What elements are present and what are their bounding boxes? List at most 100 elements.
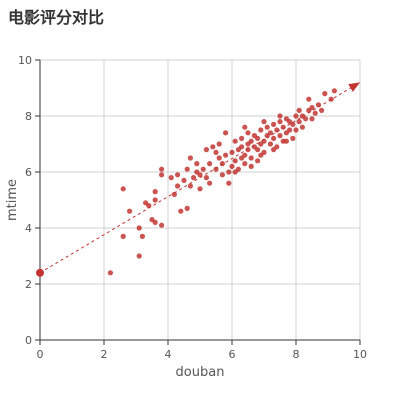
data-point [213,166,219,172]
data-point [303,116,309,122]
data-point [309,105,315,111]
data-point [287,127,293,133]
data-point [226,169,232,175]
data-point [264,124,270,130]
data-point [175,172,181,178]
trend-arrow-head [348,82,360,92]
data-point [219,172,225,178]
trend-line [39,81,361,274]
data-point [216,155,222,161]
data-point [271,121,277,127]
data-point [232,138,238,144]
data-point [239,144,245,150]
data-point [277,113,283,119]
data-point [293,127,299,133]
data-point [159,222,165,228]
data-point [216,141,222,147]
axes [35,59,361,345]
data-point [255,158,261,164]
x-tick-label: 10 [353,348,367,361]
data-point [107,270,113,276]
data-point [280,124,286,130]
data-point [248,138,254,144]
data-point [136,253,142,259]
data-point [120,233,126,239]
data-point [184,166,190,172]
data-point [283,138,289,144]
data-point [152,219,158,225]
data-point [245,130,251,136]
data-point [312,110,318,116]
data-point [248,163,254,169]
data-point [242,152,248,158]
y-tick-label: 2 [25,278,32,291]
data-point [232,158,238,164]
data-point [171,191,177,197]
data-point [293,113,299,119]
data-point [203,147,209,153]
x-axis-title: douban [176,365,225,380]
x-tick-label: 0 [37,348,44,361]
data-point [159,166,165,172]
x-tick-label: 2 [101,348,108,361]
data-point [159,172,165,178]
data-point [207,161,213,167]
data-point [271,135,277,141]
data-point [242,161,248,167]
data-point [175,183,181,189]
x-tick-label: 4 [165,348,172,361]
data-point [255,147,261,153]
data-point [127,208,133,214]
data-point [191,175,197,181]
data-point [213,149,219,155]
data-point [194,169,200,175]
data-point [223,152,229,158]
data-point [181,177,187,183]
data-point [258,152,264,158]
data-point [223,130,229,136]
data-point [239,135,245,141]
data-point [296,107,302,113]
data-point [207,180,213,186]
x-tick-label: 8 [293,348,300,361]
data-point [258,127,264,133]
data-point [290,121,296,127]
data-point [184,205,190,211]
data-point [306,96,312,102]
data-point [299,124,305,130]
data-point [203,175,209,181]
data-point [226,180,232,186]
data-point [290,135,296,141]
data-point [242,124,248,130]
data-point [248,155,254,161]
data-point [136,225,142,231]
data-point [309,116,315,122]
grid-lines [40,59,361,340]
data-point [229,163,235,169]
axis-labels: 0 2 4 6 8 10 0 2 4 6 8 10 douban mtime [5,54,367,380]
y-tick-label: 6 [25,166,32,179]
data-point [319,107,325,113]
data-point [274,127,280,133]
data-point [277,119,283,125]
trend-start-point [36,268,44,277]
data-points [107,88,337,276]
data-point [277,133,283,139]
data-point [194,161,200,167]
chart-title: 电影评分对比 [8,8,105,27]
data-point [271,147,277,153]
data-point [229,149,235,155]
data-point [120,186,126,192]
y-tick-label: 4 [25,222,32,235]
trend-line-group [36,81,361,277]
data-point [331,88,337,94]
data-point [187,155,193,161]
y-tick-label: 10 [18,54,32,67]
data-point [139,233,145,239]
data-point [267,141,273,147]
data-point [261,119,267,125]
y-tick-label: 8 [25,110,32,123]
data-point [322,91,328,97]
